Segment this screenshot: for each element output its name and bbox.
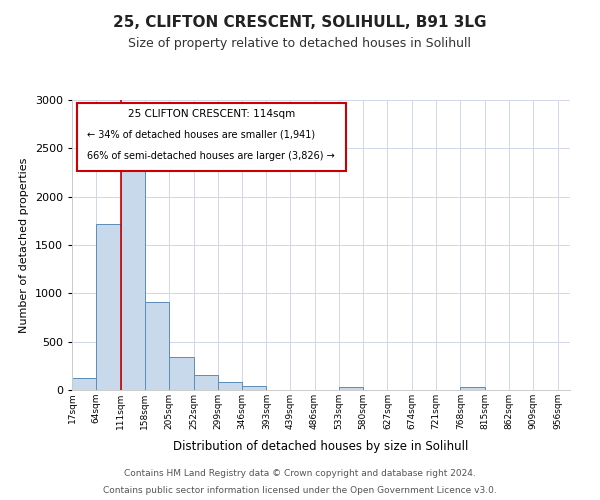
Text: 66% of semi-detached houses are larger (3,826) →: 66% of semi-detached houses are larger (… xyxy=(87,151,335,161)
Bar xyxy=(97,224,121,390)
Bar xyxy=(72,378,97,390)
Text: 25, CLIFTON CRESCENT, SOLIHULL, B91 3LG: 25, CLIFTON CRESCENT, SOLIHULL, B91 3LG xyxy=(113,15,487,30)
Bar xyxy=(169,357,194,390)
Text: 25 CLIFTON CRESCENT: 114sqm: 25 CLIFTON CRESCENT: 114sqm xyxy=(128,108,295,118)
Bar xyxy=(77,103,346,171)
Bar xyxy=(145,302,169,390)
Text: Size of property relative to detached houses in Solihull: Size of property relative to detached ho… xyxy=(128,38,472,51)
Y-axis label: Number of detached properties: Number of detached properties xyxy=(19,158,29,332)
Text: Contains public sector information licensed under the Open Government Licence v3: Contains public sector information licen… xyxy=(103,486,497,495)
X-axis label: Distribution of detached houses by size in Solihull: Distribution of detached houses by size … xyxy=(173,440,469,454)
Text: Contains HM Land Registry data © Crown copyright and database right 2024.: Contains HM Land Registry data © Crown c… xyxy=(124,468,476,477)
Bar xyxy=(242,386,266,390)
Text: ← 34% of detached houses are smaller (1,941): ← 34% of detached houses are smaller (1,… xyxy=(87,129,315,139)
Bar xyxy=(339,387,363,390)
Bar xyxy=(218,382,242,390)
Bar xyxy=(194,375,218,390)
Bar xyxy=(121,160,145,390)
Bar xyxy=(460,387,485,390)
